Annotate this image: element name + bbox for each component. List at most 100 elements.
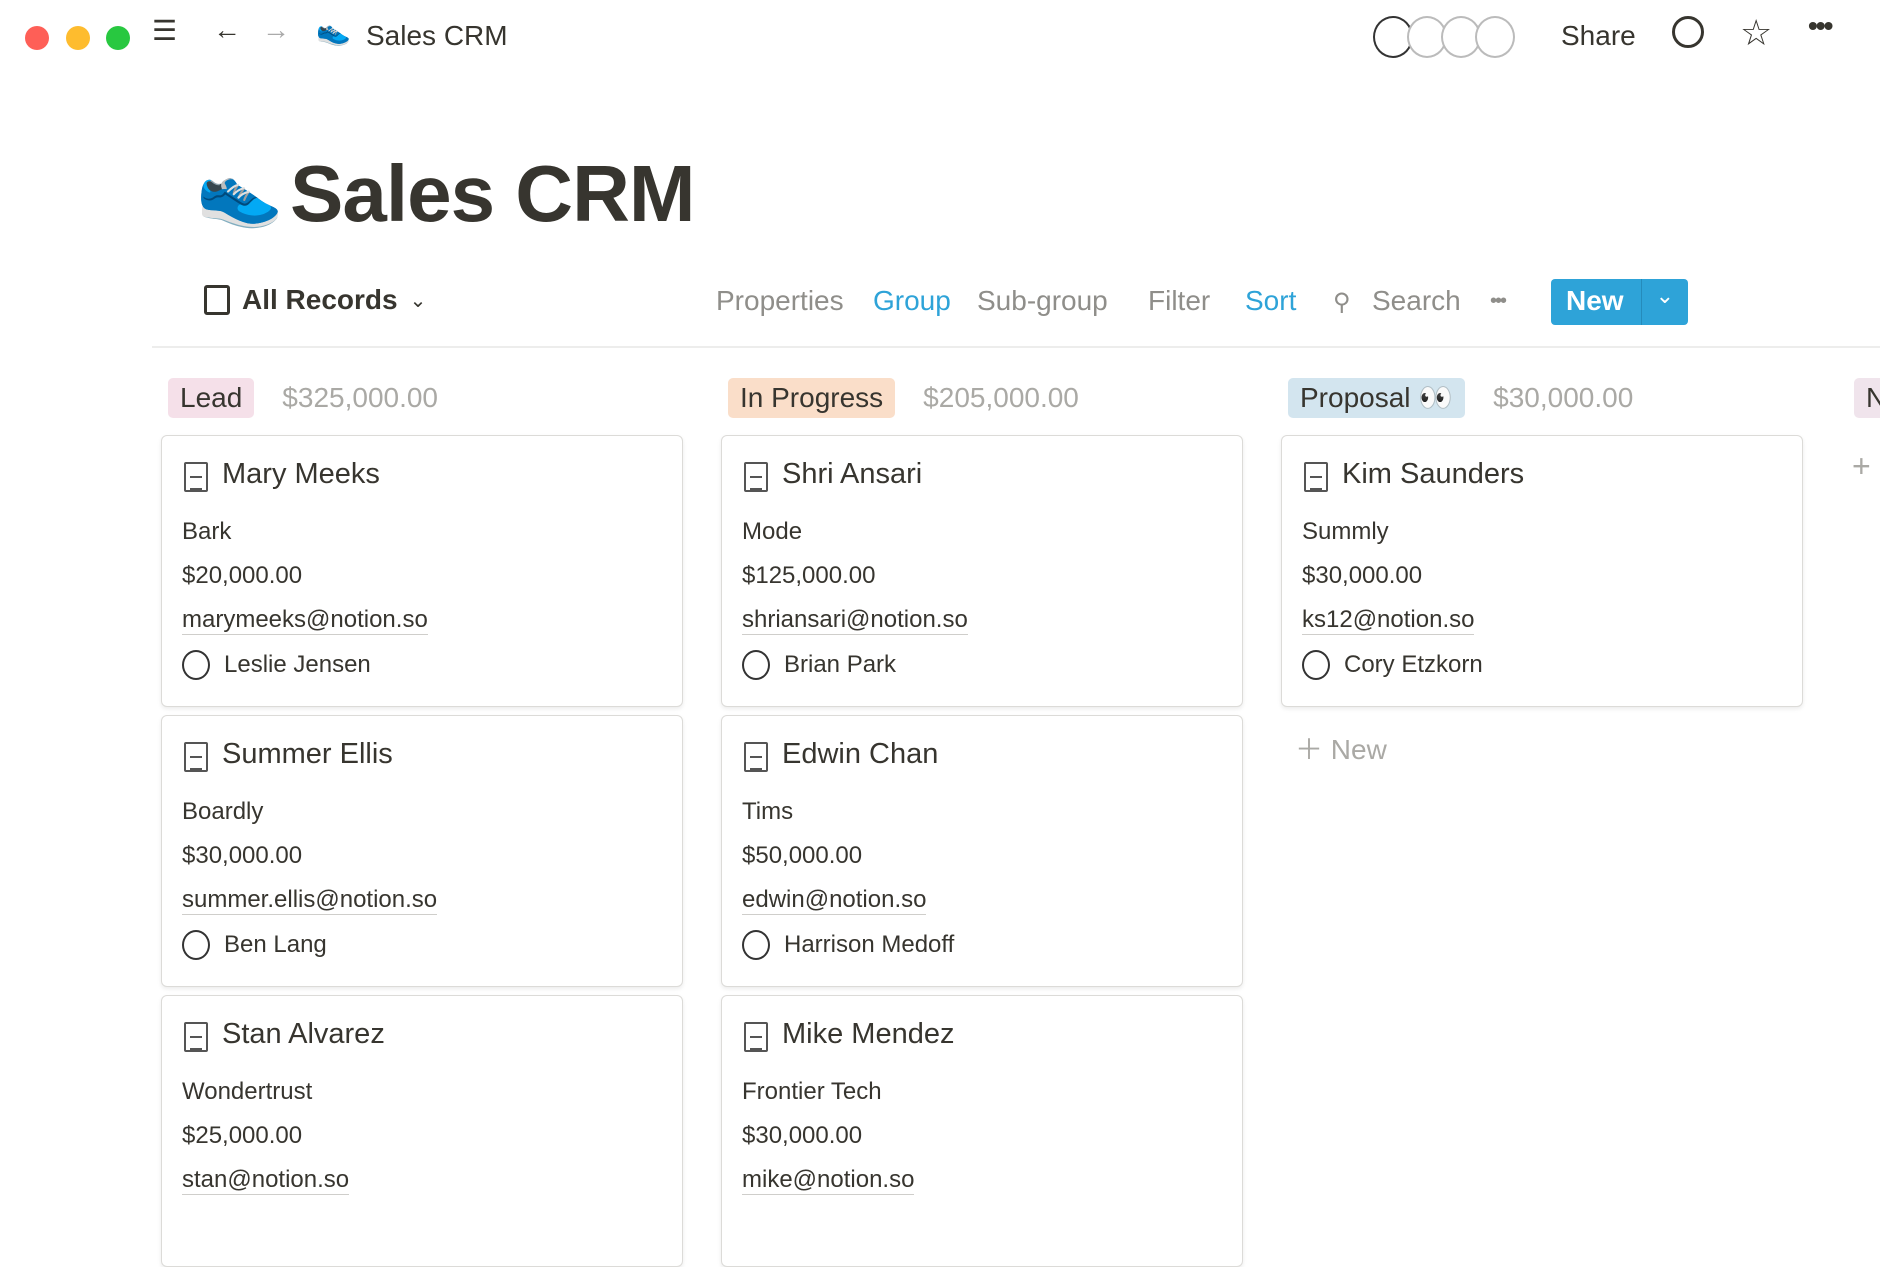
card-company: Mode <box>742 518 803 545</box>
shoe-icon: 👟 <box>316 15 351 46</box>
card-email[interactable]: summer.ellis@notion.so <box>182 886 438 915</box>
new-dropdown-chevron-icon[interactable]: ⌄ <box>1655 283 1674 308</box>
column-sum: $325,000.00 <box>282 382 439 413</box>
owner-name: Cory Etzkorn <box>1344 651 1483 678</box>
column-header[interactable]: Proposal 👀 $30,000.00 <box>1288 378 1803 418</box>
card-title: Stan Alvarez <box>222 1018 385 1050</box>
properties-button[interactable]: Properties <box>716 285 844 316</box>
minimize-window-button[interactable] <box>66 26 90 50</box>
new-button[interactable]: New <box>1551 279 1642 325</box>
avatar <box>1441 16 1481 58</box>
board-column: Lead $325,000.00 Mary Meeks Bark $20,000.… <box>161 378 683 1267</box>
card-company: Tims <box>742 798 794 825</box>
star-icon[interactable]: ☆ <box>1740 12 1773 53</box>
card-amount: $30,000.00 <box>742 1122 863 1149</box>
maximize-window-button[interactable] <box>106 26 130 50</box>
card-email[interactable]: shriansari@notion.so <box>742 606 968 635</box>
view-selector[interactable]: All Records ⌄ <box>204 284 426 316</box>
card-title: Kim Saunders <box>1342 458 1525 490</box>
column-header[interactable]: In Progress $205,000.00 <box>728 378 1243 418</box>
add-new-label: New <box>1330 734 1387 765</box>
owner-name: Harrison Medoff <box>784 931 955 958</box>
card-company: Bark <box>182 518 232 545</box>
sort-button[interactable]: Sort <box>1245 285 1297 316</box>
add-new-card-button[interactable]: ＋ New <box>1295 728 1387 768</box>
card-amount: $30,000.00 <box>182 842 303 869</box>
card-title: Mike Mendez <box>782 1018 955 1050</box>
board-column: Proposal 👀 $30,000.00 Kim Saunders Summly… <box>1281 378 1803 765</box>
avatar <box>1302 650 1330 680</box>
avatar <box>742 930 770 960</box>
card-owner: Ben Lang <box>182 930 327 960</box>
group-button[interactable]: Group <box>873 285 951 316</box>
owner-name: Ben Lang <box>224 931 327 958</box>
card-email[interactable]: ks12@notion.so <box>1302 606 1475 635</box>
column-header[interactable]: Lead $325,000.00 <box>168 378 683 418</box>
chevron-down-icon: ⌄ <box>409 289 427 312</box>
card-amount: $50,000.00 <box>742 842 863 869</box>
owner-name: Leslie Jensen <box>224 651 371 678</box>
document-icon <box>744 1022 768 1052</box>
avatar <box>182 650 210 680</box>
more-icon[interactable]: ••• <box>1808 10 1833 41</box>
card-title: Mary Meeks <box>222 458 380 490</box>
more-options-icon[interactable]: ••• <box>1490 290 1507 312</box>
avatar <box>1407 16 1447 58</box>
record-card[interactable]: Stan Alvarez Wondertrust $25,000.00 stan… <box>161 995 683 1267</box>
card-email[interactable]: marymeeks@notion.so <box>182 606 428 635</box>
column-header[interactable]: N <box>1854 378 1880 418</box>
view-name: All Records <box>242 284 398 315</box>
card-amount: $125,000.00 <box>742 562 876 589</box>
record-card[interactable]: Kim Saunders Summly $30,000.00 ks12@noti… <box>1281 435 1803 707</box>
owner-name: Brian Park <box>784 651 897 678</box>
card-title: Edwin Chan <box>782 738 939 770</box>
plus-icon[interactable]: + <box>1852 448 1871 484</box>
card-title: Summer Ellis <box>222 738 393 770</box>
avatar <box>742 650 770 680</box>
avatar <box>182 930 210 960</box>
menu-icon[interactable]: ☰ <box>152 15 178 46</box>
card-company: Summly <box>1302 518 1389 545</box>
record-card[interactable]: Mike Mendez Frontier Tech $30,000.00 mik… <box>721 995 1243 1267</box>
page-title: Sales CRM <box>290 149 695 238</box>
card-owner: Brian Park <box>742 650 896 680</box>
record-card[interactable]: Summer Ellis Boardly $30,000.00 summer.e… <box>161 715 683 987</box>
filter-button[interactable]: Filter <box>1148 285 1211 316</box>
status-badge[interactable]: N <box>1854 378 1880 418</box>
avatar <box>1475 16 1515 58</box>
document-icon <box>744 462 768 492</box>
card-amount: $25,000.00 <box>182 1122 303 1149</box>
card-email[interactable]: edwin@notion.so <box>742 886 927 915</box>
search-button[interactable]: Search <box>1372 285 1461 316</box>
back-arrow-icon[interactable]: ← <box>213 14 241 45</box>
status-badge[interactable]: In Progress <box>728 378 896 418</box>
record-card[interactable]: Mary Meeks Bark $20,000.00 marymeeks@not… <box>161 435 683 707</box>
forward-arrow-icon[interactable]: → <box>262 14 290 45</box>
page-icon-shoe[interactable]: 👟 <box>196 151 284 229</box>
new-button-group: New ⌄ <box>1551 279 1688 325</box>
card-amount: $20,000.00 <box>182 562 303 589</box>
document-icon <box>184 742 208 772</box>
document-icon <box>184 1022 208 1052</box>
clock-icon[interactable] <box>1672 16 1704 48</box>
board-icon <box>204 285 230 315</box>
card-owner: Harrison Medoff <box>742 930 954 960</box>
document-icon <box>744 742 768 772</box>
record-card[interactable]: Edwin Chan Tims $50,000.00 edwin@notion.… <box>721 715 1243 987</box>
record-card[interactable]: Shri Ansari Mode $125,000.00 shriansari@… <box>721 435 1243 707</box>
search-icon[interactable]: ⚲ <box>1333 289 1351 316</box>
card-email[interactable]: stan@notion.so <box>182 1166 350 1195</box>
card-amount: $30,000.00 <box>1302 562 1423 589</box>
column-sum: $30,000.00 <box>1493 382 1634 413</box>
subgroup-button[interactable]: Sub-group <box>977 285 1108 316</box>
collaborator-avatars[interactable] <box>1373 16 1515 58</box>
board-column: In Progress $205,000.00 Shri Ansari Mode … <box>721 378 1243 1267</box>
card-company: Frontier Tech <box>742 1078 882 1105</box>
close-window-button[interactable] <box>25 26 49 50</box>
document-icon <box>184 462 208 492</box>
status-badge[interactable]: Proposal 👀 <box>1288 378 1466 418</box>
breadcrumb-title[interactable]: Sales CRM <box>366 20 508 51</box>
card-email[interactable]: mike@notion.so <box>742 1166 915 1195</box>
status-badge[interactable]: Lead <box>168 378 255 418</box>
share-button[interactable]: Share <box>1561 20 1636 51</box>
